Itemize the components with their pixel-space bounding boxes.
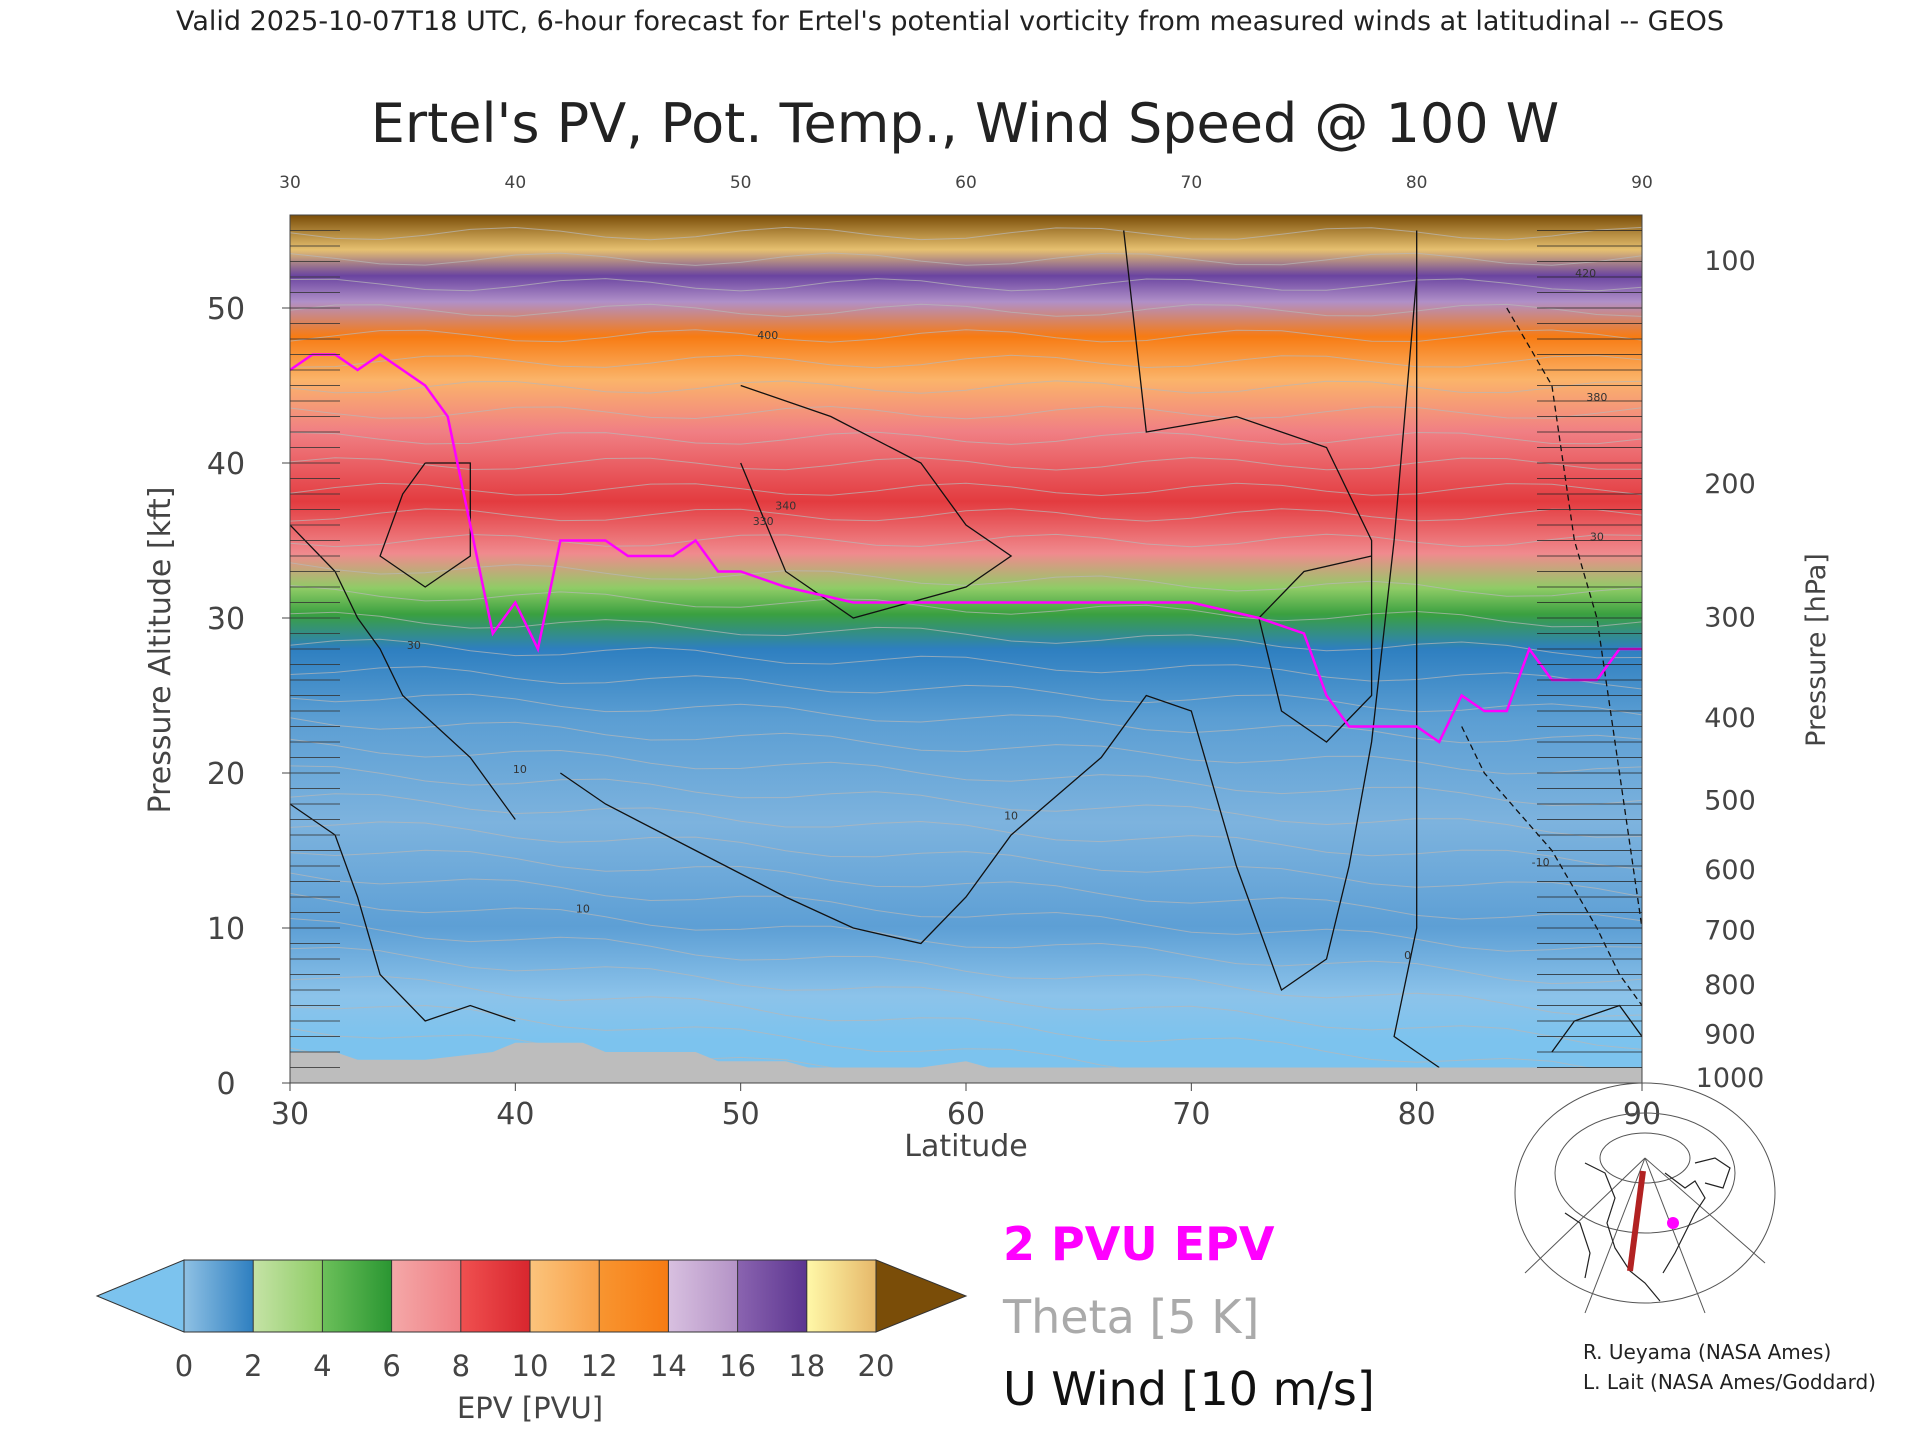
u-wind-contour-line xyxy=(1393,230,1440,1069)
pressure-tick-label: 300 xyxy=(1704,602,1756,633)
pressure-tick-label: 700 xyxy=(1704,916,1756,947)
theta-contour-line xyxy=(290,946,1642,1050)
theta-contour-line xyxy=(290,892,1642,985)
contour-label: 10 xyxy=(513,763,527,776)
y-axis-right-label: Pressure [hPa] xyxy=(1801,553,1832,747)
x-top-tick-label: 50 xyxy=(730,173,752,193)
terrain xyxy=(290,1042,1642,1083)
contour-label: 380 xyxy=(1586,391,1607,404)
y-tick-label: 50 xyxy=(207,292,245,327)
colorbar-tick-label: 12 xyxy=(581,1349,618,1383)
contour-label: 0 xyxy=(1404,949,1411,962)
legend-entry-epv: 2 PVU EPV xyxy=(1003,1217,1275,1271)
colorbar-tick-label: 6 xyxy=(382,1349,400,1383)
colorbar-tick-label: 0 xyxy=(175,1349,193,1383)
colorbar-over-arrow xyxy=(875,1259,968,1333)
y-tick-label: 20 xyxy=(207,757,245,792)
pressure-tick-label: 200 xyxy=(1704,469,1756,500)
inset-map xyxy=(1514,1082,1776,1314)
colorbar-tick-label: 16 xyxy=(719,1349,756,1383)
x-top-tick-label: 40 xyxy=(505,173,527,193)
contour-label: 10 xyxy=(576,903,590,916)
contour-label: 420 xyxy=(1575,267,1596,280)
colorbar-label: EPV [PVU] xyxy=(457,1391,603,1425)
x-tick-label: 30 xyxy=(271,1097,309,1132)
u-wind-contour-line xyxy=(1123,230,1373,743)
colorbar: 0 2 4 6 8 10 12 14 16 18 20 EPV [PVU] xyxy=(95,1259,968,1425)
u-wind-contour-line xyxy=(379,462,471,588)
x-top-tick-label: 60 xyxy=(955,173,977,193)
u-wind-contour-line xyxy=(1461,726,1642,1006)
theta-contour-line xyxy=(290,872,1642,952)
x-axis-label: Latitude xyxy=(904,1129,1027,1164)
theta-contour-line xyxy=(290,1004,1370,1083)
u-wind-contours xyxy=(290,230,1642,1069)
colorbar-tick-label: 8 xyxy=(452,1349,470,1383)
colorbar-under-arrow xyxy=(95,1259,185,1333)
y-tick-label: 40 xyxy=(207,447,245,482)
x-top-tick-label: 30 xyxy=(279,173,301,193)
contour-label: 330 xyxy=(753,515,774,528)
contour-label: -10 xyxy=(1532,856,1550,869)
pressure-tick-label: 600 xyxy=(1704,855,1756,886)
x-tick-label: 80 xyxy=(1398,1097,1436,1132)
x-tick-label: 40 xyxy=(496,1097,534,1132)
pressure-tick-label: 800 xyxy=(1704,970,1756,1001)
colorbar-tick-label: 20 xyxy=(858,1349,895,1383)
credit-ueyama: R. Ueyama (NASA Ames) xyxy=(1583,1340,1831,1364)
valid-header: Valid 2025-10-07T18 UTC, 6-hour forecast… xyxy=(176,6,1724,37)
chart-title: Ertel's PV, Pot. Temp., Wind Speed @ 100… xyxy=(371,92,1559,155)
y-axis-left: 0 10 20 30 40 50 xyxy=(207,230,340,1102)
location-dot xyxy=(1667,1217,1679,1229)
x-tick-label: 90 xyxy=(1623,1097,1661,1132)
pressure-tick-label: 1000 xyxy=(1696,1063,1765,1094)
pressure-tick-label: 400 xyxy=(1704,703,1756,734)
x-tick-label: 50 xyxy=(722,1097,760,1132)
y-axis-right: 100 200 300 400 500 600 700 800 900 1000 xyxy=(1696,246,1765,1094)
credit-lait: L. Lait (NASA Ames/Goddard) xyxy=(1583,1370,1876,1394)
y-axis-left-label: Pressure Altitude [kft] xyxy=(143,487,178,814)
contour-label: 340 xyxy=(775,500,796,513)
u-wind-contour-line xyxy=(1506,307,1642,929)
x-axis-bottom: 30 40 50 60 70 80 90 xyxy=(271,1083,1661,1132)
x-tick-label: 70 xyxy=(1172,1097,1210,1132)
pressure-tick-label: 500 xyxy=(1704,785,1756,816)
y-tick-label: 10 xyxy=(207,912,245,947)
legend-entry-u-wind: U Wind [10 m/s] xyxy=(1003,1362,1375,1416)
theta-contour-line xyxy=(290,918,1642,1017)
theta-contour-line xyxy=(290,975,1642,1079)
legend-entry-theta: Theta [5 K] xyxy=(1002,1290,1259,1344)
u-wind-contour-line xyxy=(740,384,1013,619)
contour-label: 400 xyxy=(757,329,778,342)
x-top-tick-label: 90 xyxy=(1631,173,1653,193)
contour-label: 30 xyxy=(407,639,421,652)
y-tick-label: 30 xyxy=(207,602,245,637)
x-axis-top: 30 40 50 60 70 80 90 xyxy=(279,173,1653,193)
x-top-tick-label: 70 xyxy=(1181,173,1203,193)
colorbar-tick-label: 14 xyxy=(650,1349,687,1383)
colorbar-tick-label: 2 xyxy=(244,1349,262,1383)
u-wind-contour-line xyxy=(560,276,1418,992)
colorbar-tick-label: 18 xyxy=(788,1349,825,1383)
epv-field xyxy=(290,215,1642,1083)
theta-contour-line xyxy=(290,202,1642,214)
contour-label: 30 xyxy=(1590,531,1604,544)
coastline xyxy=(1564,1157,1731,1302)
pressure-tick-label: 900 xyxy=(1704,1019,1756,1050)
pressure-minor-ticks xyxy=(1537,230,1642,1068)
y-tick-label: 0 xyxy=(216,1067,235,1102)
colorbar-tick-label: 10 xyxy=(512,1349,549,1383)
contour-label: 10 xyxy=(1004,810,1018,823)
tropopause-2pvu-line xyxy=(290,352,1642,744)
legend: 2 PVU EPV Theta [5 K] U Wind [10 m/s] xyxy=(1002,1217,1375,1416)
colorbar-tick-label: 4 xyxy=(313,1349,331,1383)
cross-section-line xyxy=(1627,1170,1646,1272)
x-top-tick-label: 80 xyxy=(1406,173,1428,193)
x-tick-label: 60 xyxy=(947,1097,985,1132)
colorbar-ticks: 0 2 4 6 8 10 12 14 16 18 20 xyxy=(175,1260,895,1383)
pressure-tick-label: 100 xyxy=(1704,246,1756,277)
